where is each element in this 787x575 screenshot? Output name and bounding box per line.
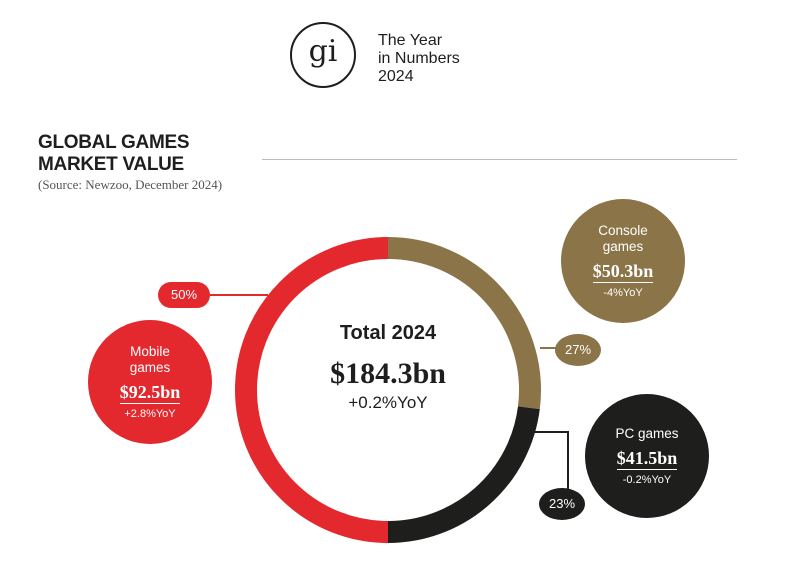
bubble-console-value: $50.3bn (592, 261, 654, 283)
tagline: The Year in Numbers 2024 (378, 32, 518, 86)
share-label-mobile: 50% (158, 282, 210, 308)
header: gi The Year in Numbers 2024 (0, 0, 787, 110)
logo-text: gi (308, 34, 338, 69)
bubble-mobile-yoy: +2.8%YoY (124, 408, 176, 420)
bubble-console-name-1: Console (598, 223, 648, 238)
bubble-console-name-2: games (602, 239, 644, 254)
bubble-mobile-games: Mobile games $92.5bn +2.8%YoY (88, 320, 212, 444)
bubble-console-yoy: -4%YoY (603, 287, 643, 299)
bubble-pc-name-1: PC games (615, 426, 679, 441)
donut-segment-pc (387, 406, 540, 543)
bubble-pc-games: PC games $41.5bn -0.2%YoY (585, 394, 709, 518)
tagline-line-2: in Numbers (378, 50, 460, 67)
chart-title: GLOBAL GAMES MARKET VALUE (38, 132, 190, 176)
bubble-mobile-value: $92.5bn (119, 382, 181, 404)
total-label: Total 2024 (339, 322, 437, 344)
bubble-mobile-name-2: games (129, 360, 171, 375)
chart-title-line-1: GLOBAL GAMES (38, 132, 190, 153)
share-label-console: 27% (555, 334, 601, 366)
title-divider (262, 159, 737, 160)
connector-pc (517, 431, 569, 489)
bubble-pc-value: $41.5bn (616, 448, 678, 470)
bubble-console-games: Console games $50.3bn -4%YoY (561, 199, 685, 323)
tagline-line-1: The Year (378, 32, 443, 49)
total-value: $184.3bn (330, 357, 446, 390)
bubble-pc-yoy: -0.2%YoY (622, 474, 672, 486)
gi-logo: gi (290, 22, 356, 88)
total-yoy: +0.2%YoY (348, 393, 428, 412)
share-label-pc: 23% (539, 488, 585, 520)
chart-title-line-2: MARKET VALUE (38, 154, 184, 175)
donut-segment-console (387, 237, 541, 410)
total-summary: Total 2024 $184.3bn +0.2%YoY (288, 322, 488, 413)
donut-segment-mobile (235, 237, 389, 543)
chart-source: (Source: Newzoo, December 2024) (38, 177, 223, 192)
tagline-line-3: 2024 (378, 68, 414, 85)
bubble-mobile-name-1: Mobile (130, 344, 170, 359)
